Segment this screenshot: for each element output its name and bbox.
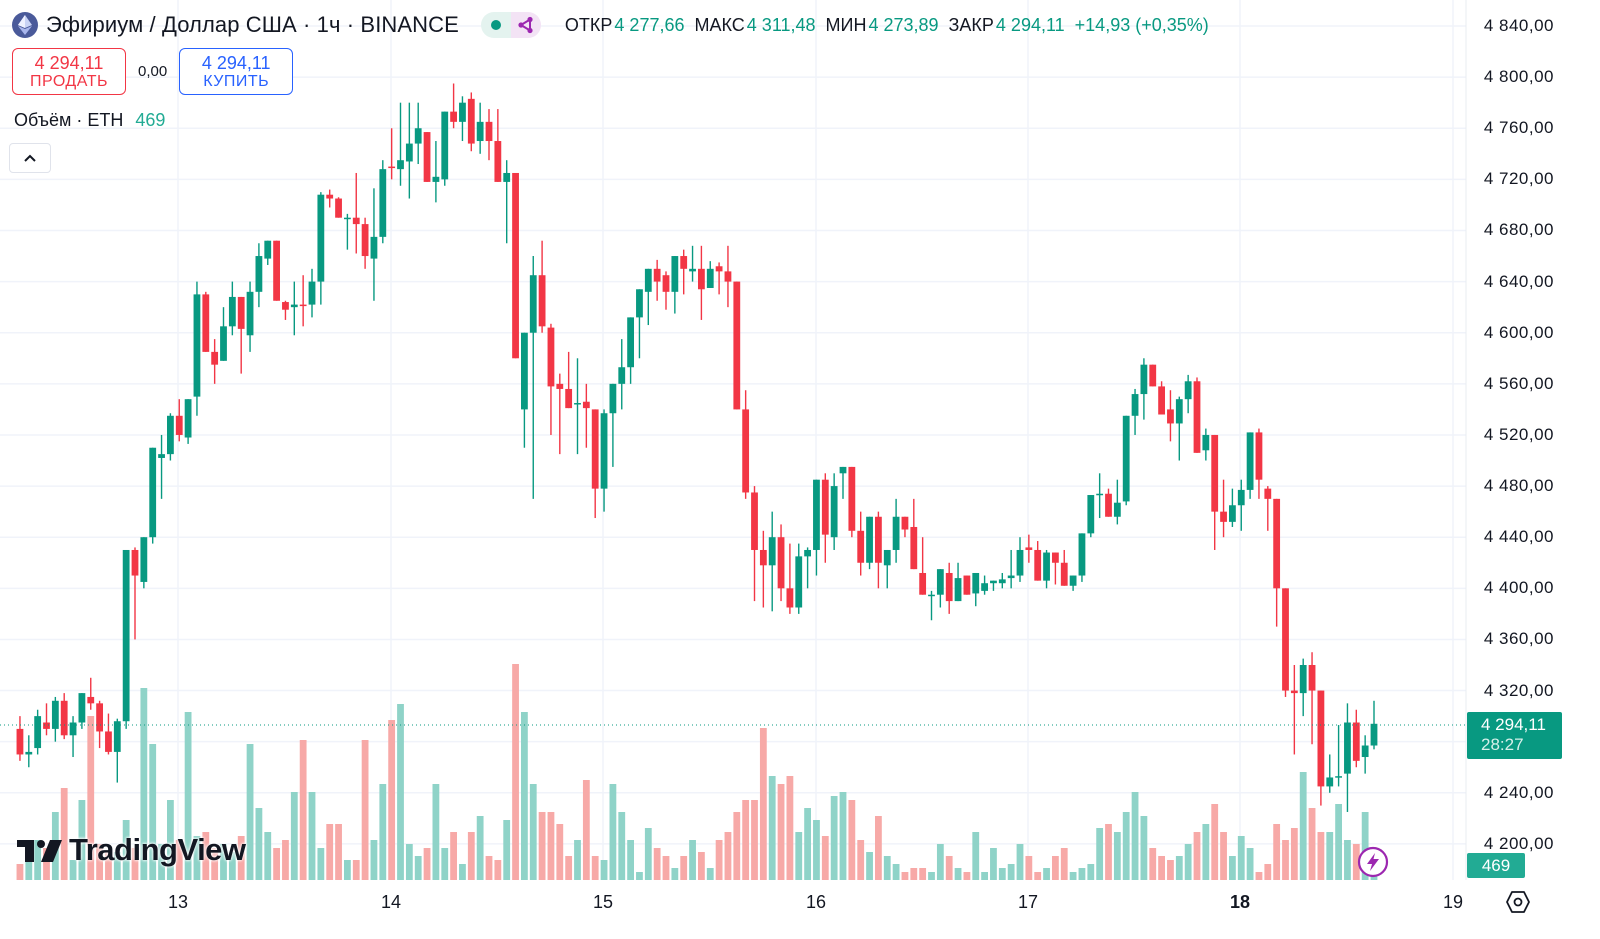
price-axis-label: 4 520,00 bbox=[1483, 424, 1554, 444]
price-axis-label: 4 600,00 bbox=[1483, 322, 1554, 342]
price-axis-label: 4 360,00 bbox=[1483, 629, 1554, 649]
time-axis-label: 16 bbox=[805, 892, 827, 912]
high-value: 4 311,48 bbox=[746, 14, 816, 35]
sell-button[interactable]: 4 294,11 ПРОДАТЬ bbox=[12, 48, 126, 95]
time-axis-label: 15 bbox=[592, 892, 614, 912]
share-icon[interactable] bbox=[510, 12, 541, 38]
close-value: 4 294,11 bbox=[995, 14, 1065, 35]
quick-action-button[interactable] bbox=[1357, 846, 1389, 878]
price-axis-label: 4 200,00 bbox=[1483, 833, 1554, 853]
ethereum-icon[interactable] bbox=[12, 12, 38, 38]
price-axis-label: 4 400,00 bbox=[1483, 578, 1554, 598]
tradingview-logo[interactable]: TradingView bbox=[17, 832, 246, 868]
price-axis-label: 4 560,00 bbox=[1483, 373, 1554, 393]
price-axis-label: 4 320,00 bbox=[1483, 680, 1554, 700]
lightning-icon bbox=[1357, 846, 1389, 878]
price-axis-label: 4 720,00 bbox=[1483, 169, 1554, 189]
price-axis-label: 4 240,00 bbox=[1483, 782, 1554, 802]
price-axis-label: 4 640,00 bbox=[1483, 271, 1554, 291]
ohlc-values: ОТКР 4 277,66 МАКС 4 311,48 МИН 4 273,89… bbox=[565, 15, 1219, 36]
price-axis-label: 4 480,00 bbox=[1483, 476, 1554, 496]
low-value: 4 273,89 bbox=[868, 14, 939, 35]
volume-legend-label: Объём · ETH bbox=[14, 110, 124, 130]
chart-header: Эфириум / Доллар США · 1ч · BINANCE ОТКР… bbox=[12, 8, 1219, 42]
low-label: МИН bbox=[825, 14, 867, 35]
grid-lines bbox=[0, 0, 1466, 880]
tradingview-logo-icon bbox=[17, 840, 62, 862]
collapse-legend-button[interactable] bbox=[9, 143, 51, 173]
volume-legend-value: 469 bbox=[135, 110, 166, 130]
time-axis-label: 13 bbox=[167, 892, 189, 912]
price-axis-label: 4 800,00 bbox=[1483, 67, 1554, 87]
volume-bars bbox=[16, 664, 1378, 880]
symbol-title[interactable]: Эфириум / Доллар США · 1ч · BINANCE bbox=[46, 12, 459, 37]
volume-legend[interactable]: Объём · ETH 469 bbox=[14, 110, 165, 131]
gear-icon bbox=[1506, 891, 1530, 913]
buy-price: 4 294,11 bbox=[201, 52, 271, 73]
price-axis-label: 4 440,00 bbox=[1483, 527, 1554, 547]
price-axis-label: 4 840,00 bbox=[1483, 16, 1554, 35]
sell-label: ПРОДАТЬ bbox=[30, 72, 108, 90]
status-pill[interactable] bbox=[480, 12, 541, 38]
spread-value: 0,00 bbox=[138, 63, 168, 80]
sell-price: 4 294,11 bbox=[34, 52, 104, 73]
open-value: 4 277,66 bbox=[614, 14, 685, 35]
time-axis-label: 18 bbox=[1229, 892, 1251, 912]
buy-label: КУПИТЬ bbox=[203, 72, 270, 90]
high-label: МАКС bbox=[694, 14, 745, 35]
market-open-dot-icon bbox=[480, 12, 511, 38]
settings-button[interactable] bbox=[1505, 889, 1531, 915]
buy-button[interactable]: 4 294,11 КУПИТЬ bbox=[179, 48, 294, 95]
time-axis-label: 17 bbox=[1017, 892, 1039, 912]
chevron-up-icon bbox=[24, 154, 36, 162]
price-axis-label: 4 760,00 bbox=[1483, 118, 1554, 138]
close-label: ЗАКР bbox=[948, 14, 994, 35]
bar-countdown: 28:27 bbox=[1481, 735, 1524, 754]
candlesticks bbox=[16, 83, 1378, 812]
volume-tag: 469 bbox=[1467, 853, 1525, 878]
current-price-tag: 4 294,11 28:27 bbox=[1467, 712, 1562, 759]
time-axis-label: 14 bbox=[380, 892, 402, 912]
change-value: +14,93 (+0,35%) bbox=[1074, 14, 1209, 35]
price-axis-label: 4 680,00 bbox=[1483, 220, 1554, 240]
tradingview-logo-text: TradingView bbox=[69, 832, 246, 867]
trade-panel: 4 294,11 ПРОДАТЬ 0,00 4 294,11 КУПИТЬ bbox=[12, 48, 294, 95]
time-axis-label: 19 bbox=[1442, 892, 1464, 912]
current-price-value: 4 294,11 bbox=[1481, 715, 1546, 734]
open-label: ОТКР bbox=[564, 14, 613, 35]
